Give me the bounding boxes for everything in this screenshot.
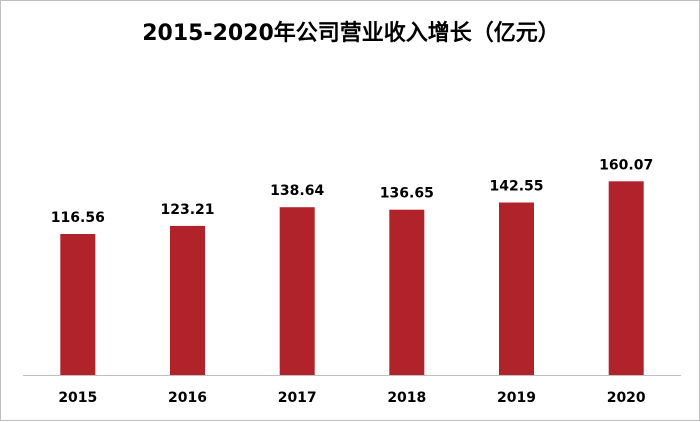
bar-2018 (389, 209, 425, 375)
bars-group (60, 181, 644, 375)
value-label-2015: 116.56 (51, 210, 105, 226)
bar-2017 (279, 207, 315, 375)
x-tick-label-2020: 2020 (607, 390, 646, 406)
value-labels-group: 116.56 123.21 138.64 136.65 142.55 160.07 (51, 157, 653, 226)
value-label-2017: 138.64 (270, 183, 324, 199)
bar-2016 (170, 225, 205, 375)
chart-title: 2015-2020年公司营业收入增长（亿元） (142, 21, 560, 46)
value-label-2018: 136.65 (380, 186, 434, 202)
bar-2015 (60, 234, 96, 375)
value-label-2016: 123.21 (160, 202, 214, 218)
value-label-2019: 142.55 (489, 179, 543, 195)
bar-2019 (499, 202, 534, 375)
x-tick-label-2019: 2019 (497, 390, 536, 406)
x-tick-label-2018: 2018 (387, 390, 426, 406)
x-tick-label-2015: 2015 (58, 390, 97, 406)
x-tick-label-2016: 2016 (168, 390, 207, 406)
bar-2020 (608, 181, 644, 375)
x-tick-label-2017: 2017 (278, 390, 317, 406)
value-label-2020: 160.07 (599, 157, 653, 173)
x-tick-labels-group: 2015 2016 2017 2018 2019 2020 (58, 390, 646, 406)
